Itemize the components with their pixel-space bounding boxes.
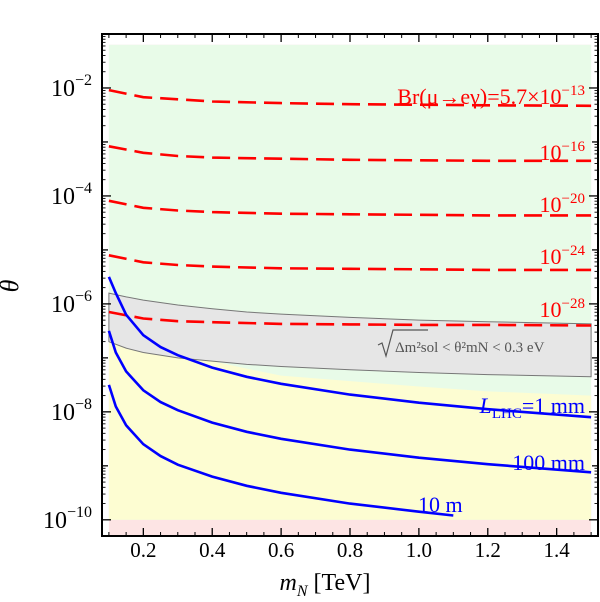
y-tick-label: 10−2 [51,72,92,102]
y-tick-label: 10−8 [51,396,92,426]
annotation-l-1mm: LLHC=1 mm [479,393,585,422]
y-axis-title: θ [0,279,24,292]
series-line-7 [107,384,454,517]
series-line-2 [108,199,592,217]
series-line-0 [108,88,592,108]
annotation-br-main-text: Br(μ→eγ)=5.7×10 [397,84,561,109]
annotation-br-28: 10−28 [540,296,585,322]
series-line-6 [107,330,592,474]
annotation-br-24-text: 10 [540,244,562,269]
x-axis-title: mN [TeV] [280,570,371,600]
x-tick-label: 1.0 [406,538,432,562]
x-tick-label: 0.2 [130,538,156,562]
annotation-l-10m: 10 m [418,492,463,517]
annotation-br-main: Br(μ→eγ)=5.7×10−13 [397,83,585,109]
annotation-br-28-text: 10 [540,297,562,322]
annotation-l-1mm-text: L [479,393,492,418]
y-tick-label: 10−4 [51,180,92,210]
annotation-br-20: 10−20 [540,191,585,217]
region-neutrino-band [108,292,592,378]
curves [107,88,592,517]
shaded-regions [108,44,592,536]
x-tick-label: 0.8 [337,538,363,562]
x-tick-label: 0.6 [268,538,294,562]
series-line-3 [108,254,592,272]
annotation-br-16-sup: −16 [562,139,586,155]
series-line-5 [107,276,592,419]
x-axis-title-sub: N [296,583,309,600]
annotation-br-16: 10−16 [540,139,586,165]
series-line-4 [108,310,592,327]
annotation-br-24-sup: −24 [562,243,586,259]
annotation-br-main-sup: −13 [562,83,585,99]
annotation-br-20-text: 10 [540,192,562,217]
annotation-br-24: 10−24 [540,243,586,269]
x-tick-label: 1.2 [475,538,501,562]
annotation-br-28-sup: −28 [562,296,585,312]
annotation-br-16-text: 10 [540,140,562,165]
annotation-band: Δm²sol < θ²mN < 0.3 eV [377,329,545,359]
ticks: 0.2 0.4 0.6 0.8 1.0 1.2 1.4 10−10 10−8 10−6 10−4 10… [43,33,598,562]
x-axis-title-unit: [TeV] [308,570,371,596]
annotation-l-1mm-tail: =1 mm [522,393,585,418]
annotation-l-1mm-sub: LHC [492,406,522,422]
x-axis-title-main: m [280,570,297,596]
series-line-1 [108,145,592,163]
region-yellow [108,341,592,520]
annotation-band-text: Δm²sol < θ²mN < 0.3 eV [395,340,545,356]
annotation-br-20-sup: −20 [562,191,585,207]
sqrt-symbol [377,329,428,359]
x-tick-label: 1.4 [544,538,571,562]
annotation-l-100mm: 100 mm [512,450,585,475]
x-tick-label: 0.4 [199,538,226,562]
y-tick-label: 10−10 [43,504,92,534]
y-tick-label: 10−6 [51,288,92,318]
